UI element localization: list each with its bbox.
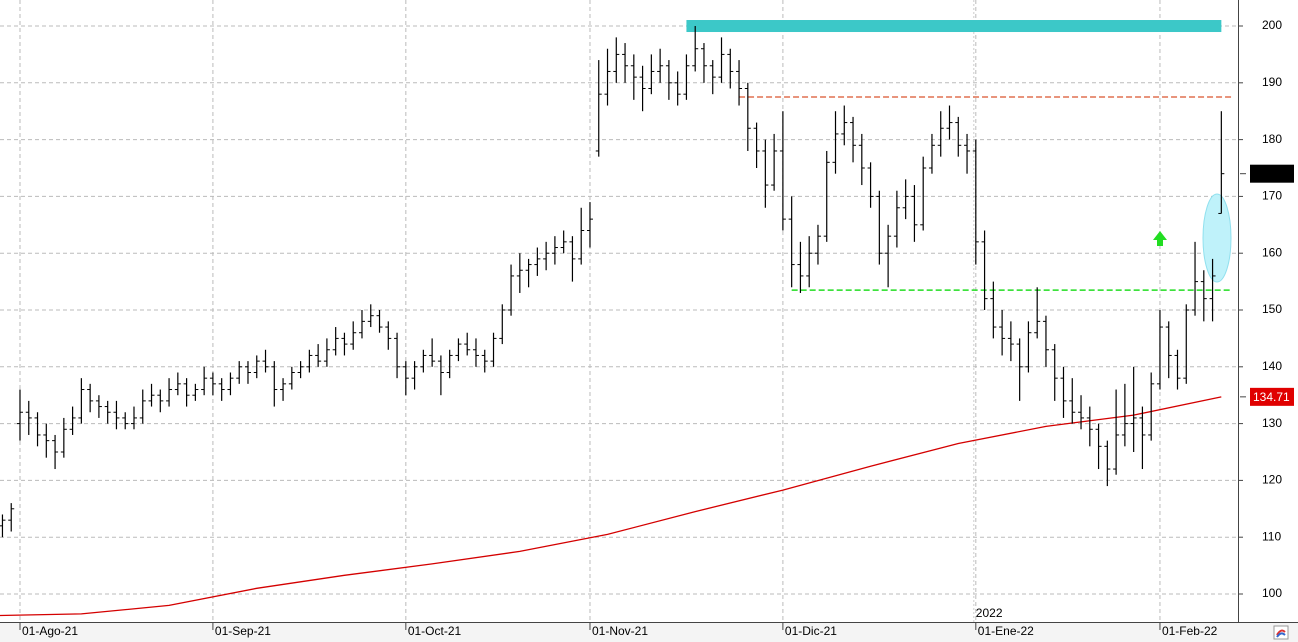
- y-tick-label: 100: [1262, 586, 1282, 600]
- highlight-ellipse: [1202, 193, 1232, 283]
- y-tick-label: 120: [1262, 473, 1282, 487]
- y-tick-label: 200: [1262, 18, 1282, 32]
- y-tick-label: 190: [1262, 75, 1282, 89]
- resistance-band: [686, 20, 1222, 33]
- year-label: 2022: [976, 606, 1003, 620]
- y-tick-label: 140: [1262, 359, 1282, 373]
- y-tick-label: 110: [1262, 529, 1281, 543]
- x-tick-label: 01-Sep-21: [215, 624, 271, 638]
- x-tick-label: 01-Ago-21: [22, 624, 78, 638]
- price-marker: [1250, 164, 1294, 183]
- moving-average: [0, 396, 1222, 617]
- corner-icon: [1273, 625, 1289, 640]
- y-tick-label: 130: [1262, 416, 1282, 430]
- up-arrow: [1153, 231, 1167, 246]
- y-tick-label: 170: [1262, 189, 1282, 203]
- price-marker: [1250, 387, 1294, 406]
- y-tick-label: 160: [1262, 245, 1282, 259]
- x-tick-label: 01-Dic-21: [785, 624, 837, 638]
- price-marker-label: 134.71: [1253, 390, 1290, 404]
- y-tick-label: 150: [1262, 302, 1282, 316]
- y-tick-label: 180: [1262, 132, 1282, 146]
- x-tick-label: 01-Oct-21: [408, 624, 462, 638]
- x-axis-strip: [0, 622, 1298, 642]
- x-tick-label: 01-Nov-21: [592, 624, 648, 638]
- x-tick-label: 01-Feb-22: [1162, 624, 1218, 638]
- x-tick-label: 01-Ene-22: [978, 624, 1034, 638]
